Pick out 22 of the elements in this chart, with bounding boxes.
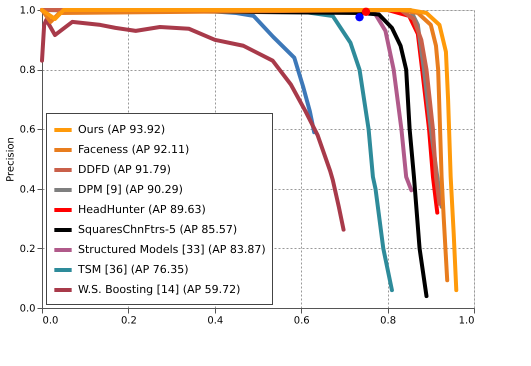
legend-label: Structured Models [33] (AP 83.87): [78, 243, 266, 256]
y-tick-label: 1.0: [20, 6, 36, 16]
x-tick-label: 0.6: [294, 316, 310, 326]
x-tick-label: 0.0: [42, 316, 58, 326]
x-tick-label: 0.4: [207, 316, 224, 326]
y-tick-label: 0.0: [20, 304, 36, 314]
y-tick-label: 0.2: [20, 244, 36, 255]
legend-label: DDFD (AP 91.79): [78, 163, 171, 176]
x-tick-label: 0.2: [120, 316, 137, 326]
legend-label: DPM [9] (AP 90.29): [78, 183, 183, 196]
legend-label: Faceness (AP 92.11): [78, 143, 190, 156]
y-axis-title: Precision: [6, 137, 17, 182]
y-tick-label: 0.6: [20, 124, 36, 136]
legend-label: TSM [36] (AP 76.35): [77, 263, 188, 276]
legend-label: SquaresChnFtrs-5 (AP 85.57): [78, 223, 238, 236]
legend-label: Ours (AP 93.92): [78, 123, 166, 136]
x-tick-label: 1.0: [458, 316, 474, 326]
y-tick-label: 0.8: [20, 65, 36, 76]
y-tick-label: 0.4: [20, 184, 36, 196]
legend-label: HeadHunter (AP 89.63): [78, 203, 206, 216]
legend-label: W.S. Boosting [14] (AP 59.72): [78, 283, 240, 296]
x-tick-label: 0.8: [380, 316, 396, 326]
